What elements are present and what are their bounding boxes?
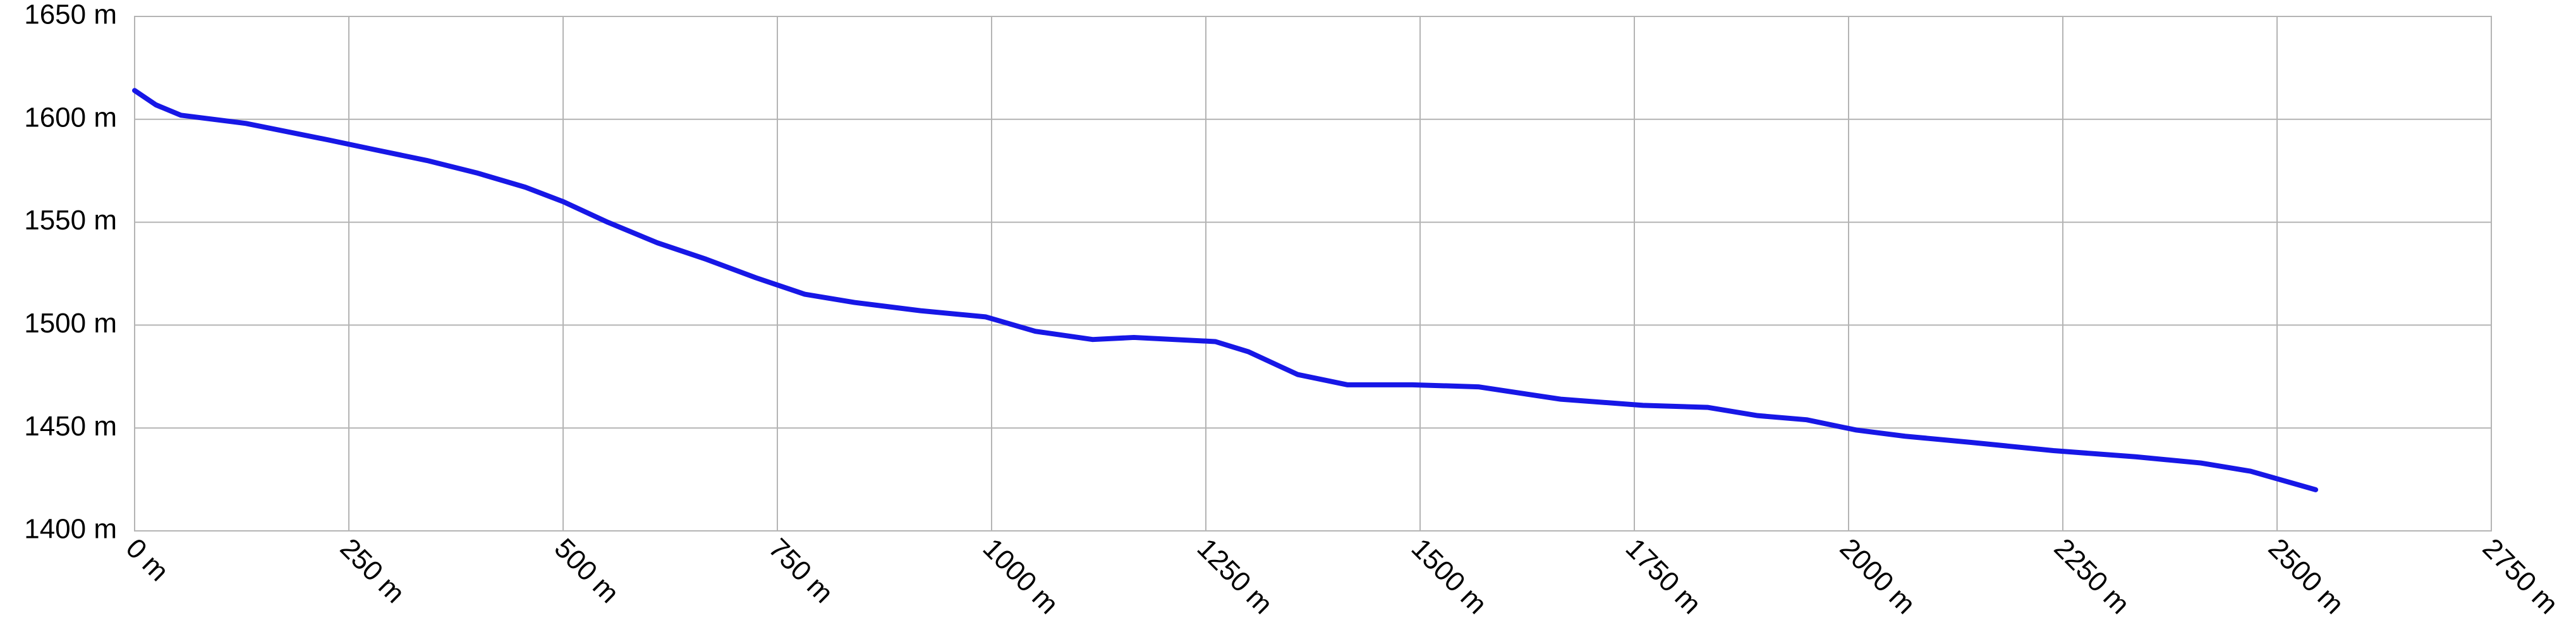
x-tick-label: 750 m [763,533,839,609]
elevation-line [132,88,2319,492]
y-tick-label: 1650 m [24,0,117,30]
y-tick-label: 1400 m [24,514,117,545]
x-tick-label: 1000 m [977,533,1064,620]
x-tick-label: 1750 m [1620,533,1707,620]
x-tick-label: 1500 m [1406,533,1493,620]
x-tick-label: 2500 m [2263,533,2350,620]
y-tick-label: 1500 m [24,308,117,339]
y-tick-label: 1550 m [24,205,117,236]
x-tick-label: 1250 m [1191,533,1279,620]
x-tick-label: 500 m [549,533,625,609]
y-tick-label: 1450 m [24,411,117,442]
y-tick-label: 1600 m [24,102,117,133]
x-tick-label: 0 m [120,533,175,588]
x-tick-label: 250 m [334,533,411,609]
x-tick-label: 2000 m [1834,533,1921,620]
plot-frame [134,16,2492,532]
x-tick-label: 2250 m [2048,533,2136,620]
x-tick-label: 2750 m [2477,533,2564,620]
